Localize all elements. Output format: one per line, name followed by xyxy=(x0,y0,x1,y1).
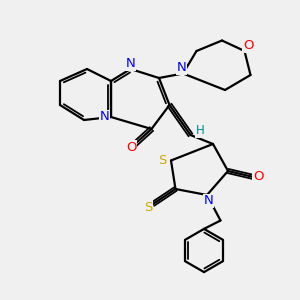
Text: S: S xyxy=(144,201,153,214)
Text: N: N xyxy=(204,194,213,208)
Text: N: N xyxy=(100,110,109,124)
Text: N: N xyxy=(177,61,186,74)
Text: S: S xyxy=(158,154,167,167)
Text: O: O xyxy=(243,39,253,52)
Text: O: O xyxy=(253,170,263,184)
Text: N: N xyxy=(126,57,135,70)
Text: O: O xyxy=(126,141,137,154)
Text: H: H xyxy=(196,124,205,137)
